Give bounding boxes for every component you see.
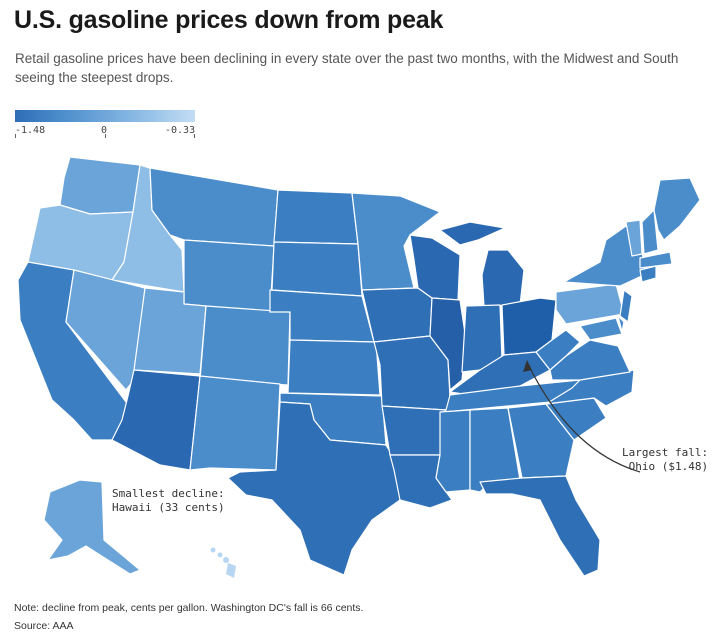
state-maine — [653, 177, 701, 241]
state-washington — [59, 156, 141, 215]
annotation-largest: Largest fall: Ohio ($1.48) — [622, 446, 708, 474]
state-virginia — [549, 339, 631, 381]
state-north-dakota — [273, 189, 359, 245]
state-michigan-upper — [439, 221, 506, 246]
state-north-carolina — [545, 369, 635, 407]
state-wyoming — [183, 239, 275, 313]
state-new-jersey — [619, 289, 633, 323]
annotation-smallest: Smallest decline: Hawaii (33 cents) — [112, 487, 225, 515]
state-hawaii — [210, 547, 236, 578]
state-colorado — [199, 305, 291, 386]
legend-gradient-bar — [15, 110, 195, 122]
chart-subtitle: Retail gasoline prices have been declini… — [15, 51, 679, 85]
state-florida — [479, 475, 601, 577]
state-texas — [227, 401, 401, 576]
arrowhead-icon — [523, 360, 532, 372]
annotation-largest-label: Largest fall: — [622, 446, 709, 459]
us-map — [17, 156, 701, 578]
state-iowa — [361, 287, 433, 343]
legend-mid-label: 0 — [101, 125, 108, 136]
state-montana — [149, 167, 279, 247]
footnote: Note: decline from peak, cents per gallo… — [14, 602, 364, 614]
state-massachusetts — [639, 251, 673, 269]
legend-min-label: -1.48 — [15, 125, 46, 136]
state-west-virginia — [535, 329, 581, 371]
state-delaware — [617, 315, 625, 333]
state-georgia — [507, 403, 575, 479]
state-michigan — [481, 249, 525, 307]
state-new-hampshire — [641, 209, 659, 255]
annotation-largest-detail: Ohio ($1.48) — [628, 460, 709, 473]
state-minnesota — [351, 192, 441, 291]
annotation-arrow — [526, 361, 641, 473]
annotation-smallest-detail: Hawaii (33 cents) — [112, 501, 225, 514]
state-new-mexico — [189, 375, 281, 471]
legend-labels: -1.48 0 -0.33 — [15, 122, 195, 138]
state-maryland — [579, 317, 623, 341]
state-illinois — [429, 297, 467, 391]
chart-title: U.S. gasoline prices down from peak — [14, 6, 444, 34]
state-kansas — [287, 339, 381, 396]
state-south-dakota — [271, 241, 363, 297]
color-legend: -1.48 0 -0.33 — [15, 110, 195, 138]
source-line: Source: AAA — [14, 620, 74, 632]
state-alaska — [43, 479, 141, 575]
state-vermont — [625, 219, 643, 257]
state-mississippi — [435, 409, 471, 493]
legend-max-label: -0.33 — [165, 125, 196, 136]
state-arkansas — [381, 405, 447, 456]
state-connecticut — [639, 265, 657, 283]
annotation-smallest-label: Smallest decline: — [112, 487, 225, 500]
